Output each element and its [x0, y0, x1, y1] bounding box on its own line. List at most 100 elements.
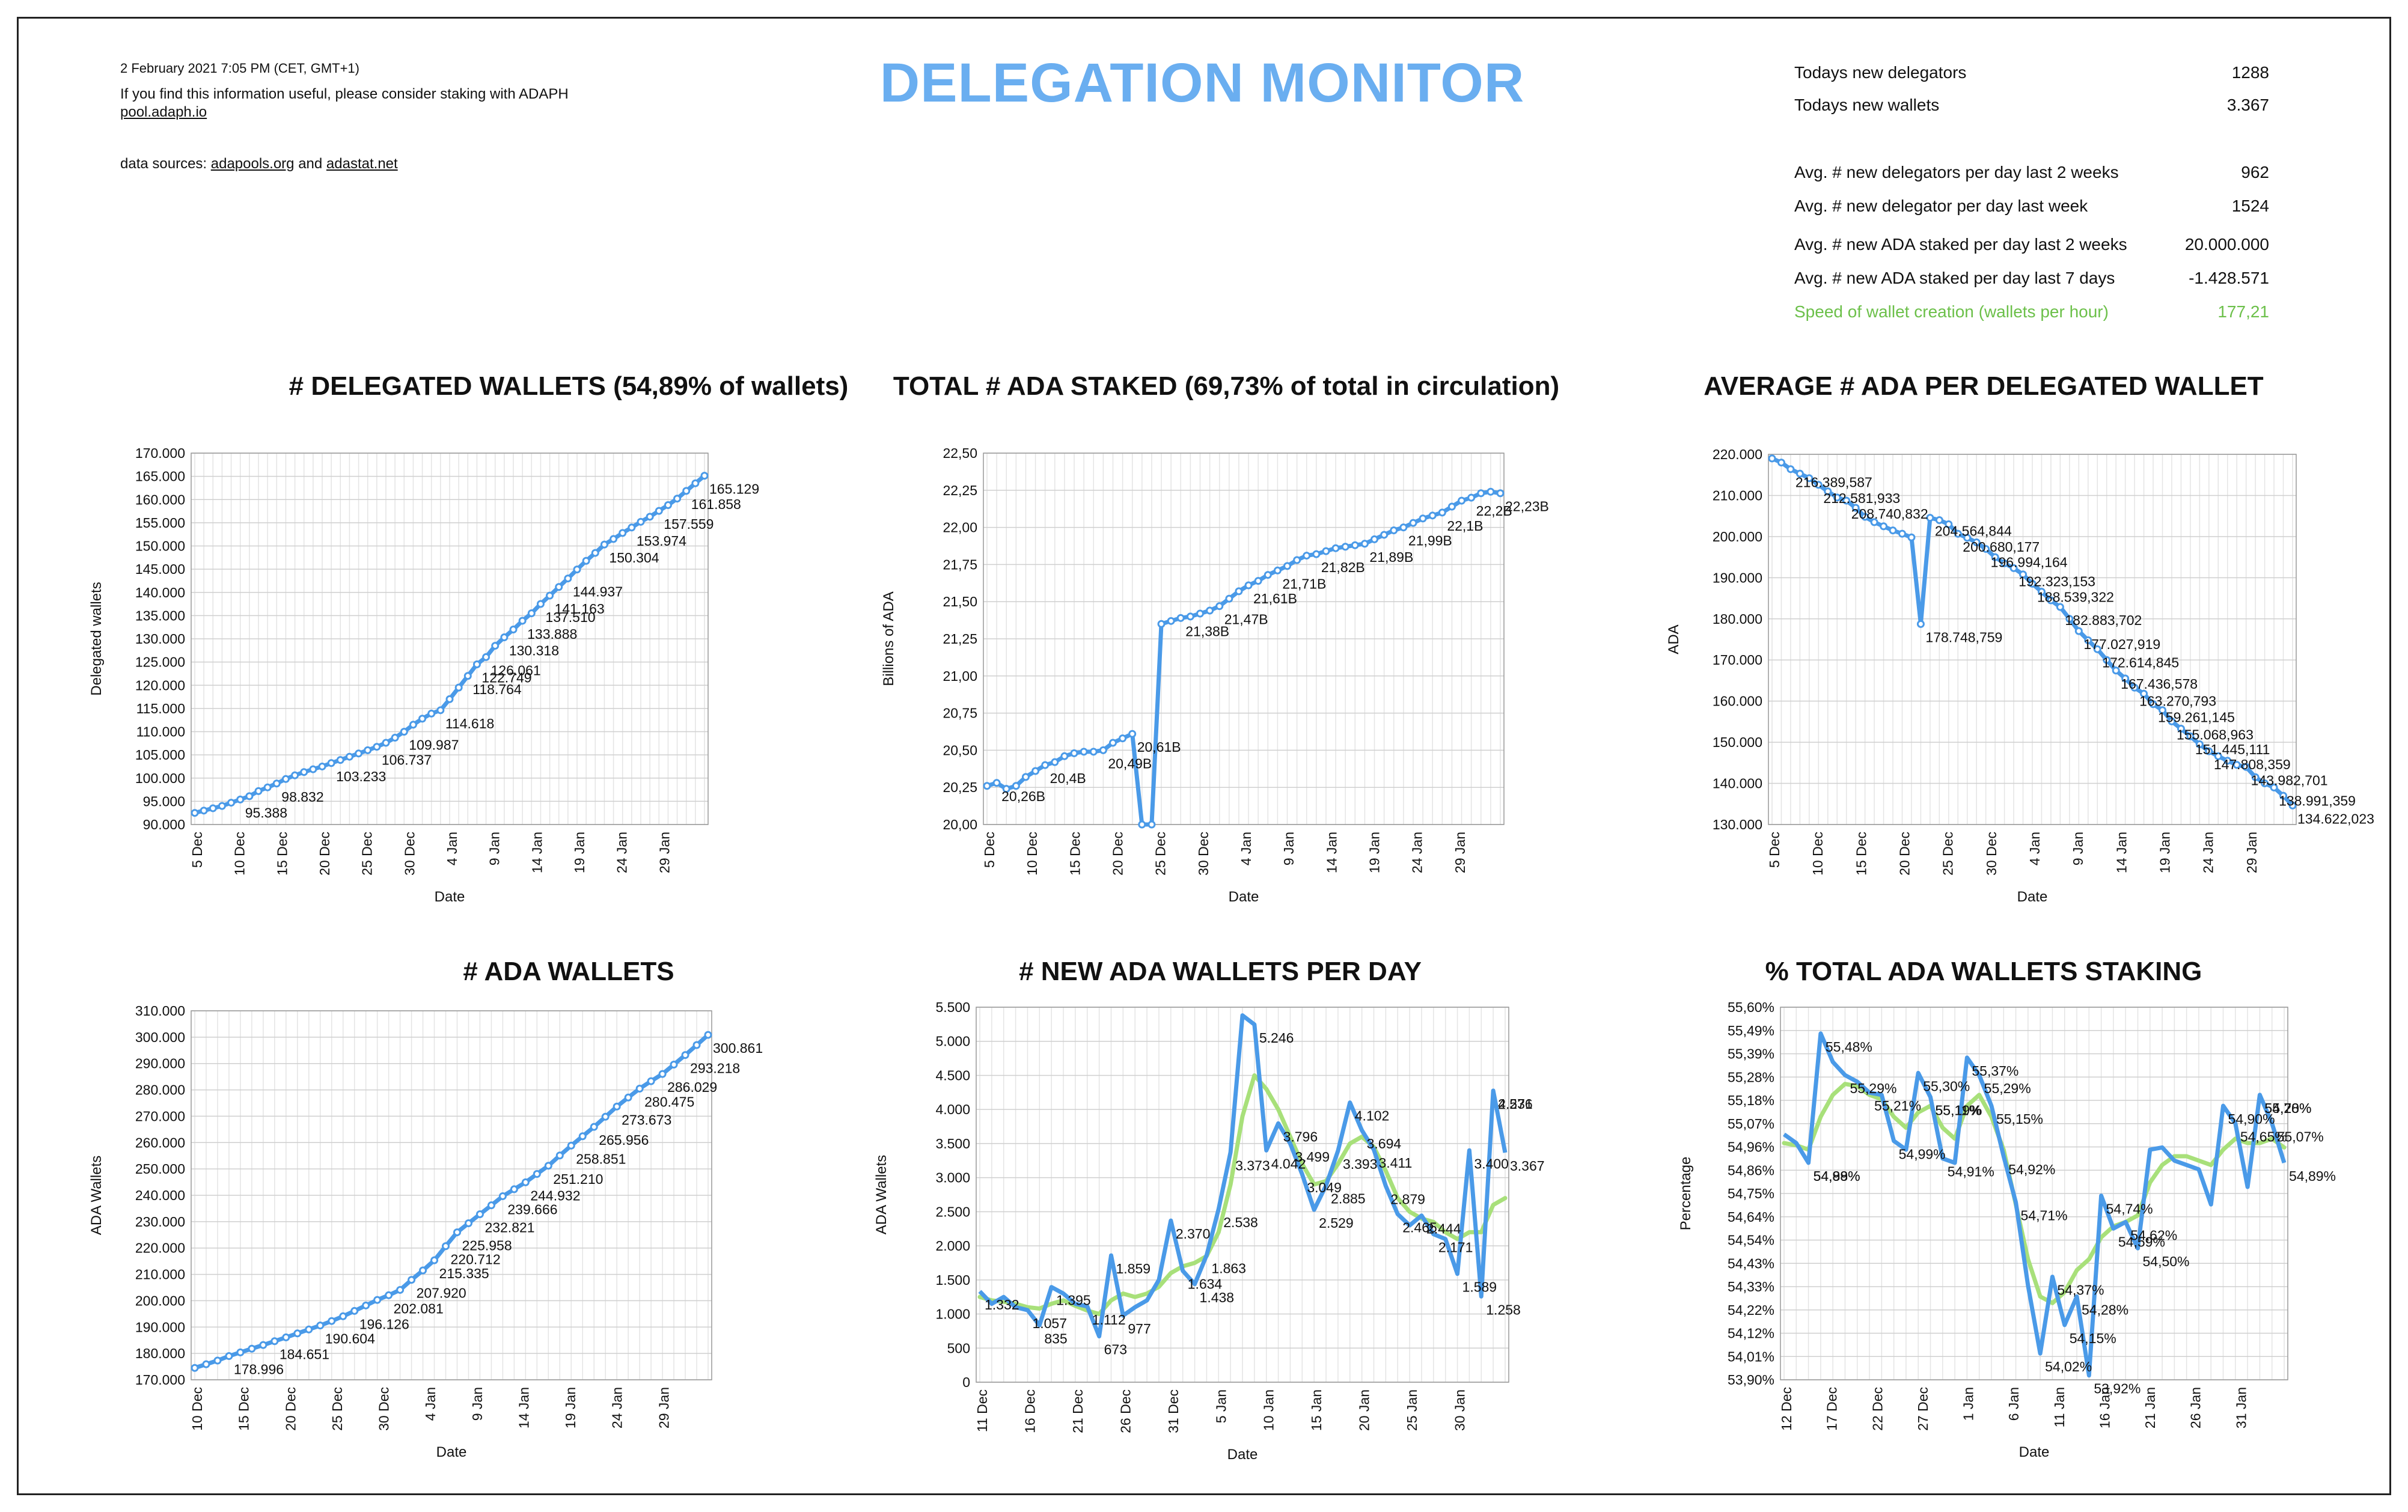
y-tick-label: 55,07% — [1728, 1116, 1774, 1132]
x-tick-label: 25 Jan — [1404, 1389, 1420, 1431]
data-point — [445, 695, 454, 703]
data-point — [1070, 749, 1078, 757]
page-title: DELEGATION MONITOR — [879, 52, 1525, 114]
data-point — [637, 517, 645, 526]
x-tick-label: 30 Dec — [402, 832, 417, 876]
x-tick-label: 19 Jan — [1367, 832, 1383, 873]
y-tick-label: 55,39% — [1728, 1046, 1774, 1062]
data-label: 122.749 — [481, 669, 531, 685]
data-label: 2.879 — [1390, 1191, 1425, 1207]
data-point — [373, 1296, 382, 1304]
data-point — [1312, 550, 1321, 558]
data-point — [396, 1285, 405, 1294]
data-label: 207.920 — [417, 1285, 466, 1301]
stat-value: 20.000.000 — [2184, 235, 2269, 254]
data-label: 4.102 — [1355, 1108, 1390, 1124]
data-label: 4.276 — [1498, 1096, 1533, 1112]
data-label: 3.694 — [1367, 1136, 1402, 1151]
data-point — [427, 709, 436, 718]
x-tick-label: 25 Dec — [359, 832, 375, 876]
data-point — [1128, 730, 1137, 738]
stat-label: Avg. # new delegator per day last week — [1794, 197, 2088, 215]
y-tick-label: 22,00 — [943, 520, 977, 535]
y-tick-label: 2.500 — [935, 1204, 970, 1219]
data-point — [2000, 559, 2009, 567]
stat-label: Speed of wallet creation (wallets per ho… — [1794, 302, 2109, 321]
x-tick-label: 14 Jan — [1324, 832, 1339, 873]
data-point — [454, 683, 463, 692]
data-label: 98.832 — [281, 789, 323, 805]
data-label: 54,90% — [2228, 1111, 2275, 1127]
data-point — [2214, 752, 2222, 760]
data-point — [305, 1325, 313, 1334]
y-tick-label: 4.000 — [935, 1102, 970, 1117]
y-tick-label: 54,22% — [1728, 1302, 1774, 1318]
data-label: 54,91% — [1948, 1164, 1994, 1180]
y-tick-label: 270.000 — [135, 1108, 185, 1124]
data-label: 55,30% — [1923, 1078, 1970, 1094]
stat-value: -1.428.571 — [2189, 269, 2269, 287]
x-axis-title: Date — [435, 889, 465, 905]
data-point — [1196, 609, 1204, 618]
x-tick-label: 25 Dec — [1940, 832, 1956, 876]
stat-value: 1288 — [2231, 63, 2269, 82]
x-tick-label: 21 Jan — [2142, 1387, 2158, 1428]
data-point — [1244, 581, 1253, 590]
y-tick-label: 115.000 — [136, 701, 185, 716]
data-point — [1264, 571, 1272, 579]
plot-area — [1768, 454, 2297, 825]
x-tick-label: 30 Jan — [1452, 1389, 1468, 1431]
data-point — [567, 1141, 575, 1150]
data-label: 200.680,177 — [1963, 539, 2040, 555]
data-label: 3.049 — [1307, 1180, 1342, 1195]
data-point — [1768, 454, 1776, 463]
stat-value: 177,21 — [2217, 302, 2269, 321]
data-label: 1.438 — [1200, 1290, 1235, 1305]
source-link-adapools[interactable]: adapools.org — [210, 155, 295, 172]
y-axis-title: ADA — [1666, 624, 1682, 654]
x-tick-label: 24 Jan — [2201, 832, 2216, 873]
data-label: 163.270,793 — [2139, 693, 2216, 709]
data-point — [527, 609, 536, 618]
data-label: 21,89B — [1369, 549, 1413, 565]
data-label: 20,4B — [1050, 770, 1086, 786]
data-label: 202.081 — [394, 1300, 444, 1316]
data-point — [373, 743, 381, 751]
data-label: 1.258 — [1486, 1302, 1521, 1317]
y-tick-label: 3.000 — [935, 1170, 970, 1186]
data-point — [218, 802, 226, 810]
y-tick-label: 4.500 — [935, 1067, 970, 1083]
data-point — [2065, 615, 2074, 623]
y-tick-label: 21,00 — [943, 668, 977, 684]
data-point — [362, 1301, 370, 1309]
x-tick-label: 19 Jan — [563, 1387, 578, 1428]
data-label: 95.388 — [245, 805, 287, 820]
data-sources-and: and — [294, 155, 326, 172]
source-link-adastat[interactable]: adastat.net — [326, 155, 398, 172]
data-label: 165.129 — [709, 481, 759, 497]
y-tick-label: 105.000 — [135, 747, 185, 763]
data-point — [2084, 636, 2092, 644]
y-tick-label: 20,25 — [943, 779, 977, 795]
pool-link[interactable]: pool.adaph.io — [120, 103, 207, 120]
y-tick-label: 5.000 — [935, 1034, 970, 1049]
x-tick-label: 16 Dec — [1022, 1389, 1037, 1433]
data-point — [1842, 496, 1851, 505]
data-label: 157.559 — [664, 516, 714, 532]
data-label: 835 — [1044, 1331, 1067, 1346]
data-point — [1031, 767, 1040, 775]
x-axis-title: Date — [436, 1444, 467, 1460]
y-tick-label: 130.000 — [135, 631, 185, 647]
data-point — [227, 799, 236, 807]
data-point — [1487, 487, 1495, 496]
x-tick-label: 29 Jan — [656, 832, 672, 873]
data-label: 55,20% — [2264, 1100, 2311, 1116]
data-label: 54,89% — [1814, 1168, 1860, 1184]
y-tick-label: 3.500 — [935, 1136, 970, 1151]
y-tick-label: 95.000 — [143, 793, 185, 809]
y-tick-label: 230.000 — [135, 1214, 185, 1230]
data-label: 21,99B — [1408, 533, 1452, 549]
data-label: 196.994,164 — [1991, 554, 2068, 570]
y-tick-label: 1.000 — [935, 1306, 970, 1322]
